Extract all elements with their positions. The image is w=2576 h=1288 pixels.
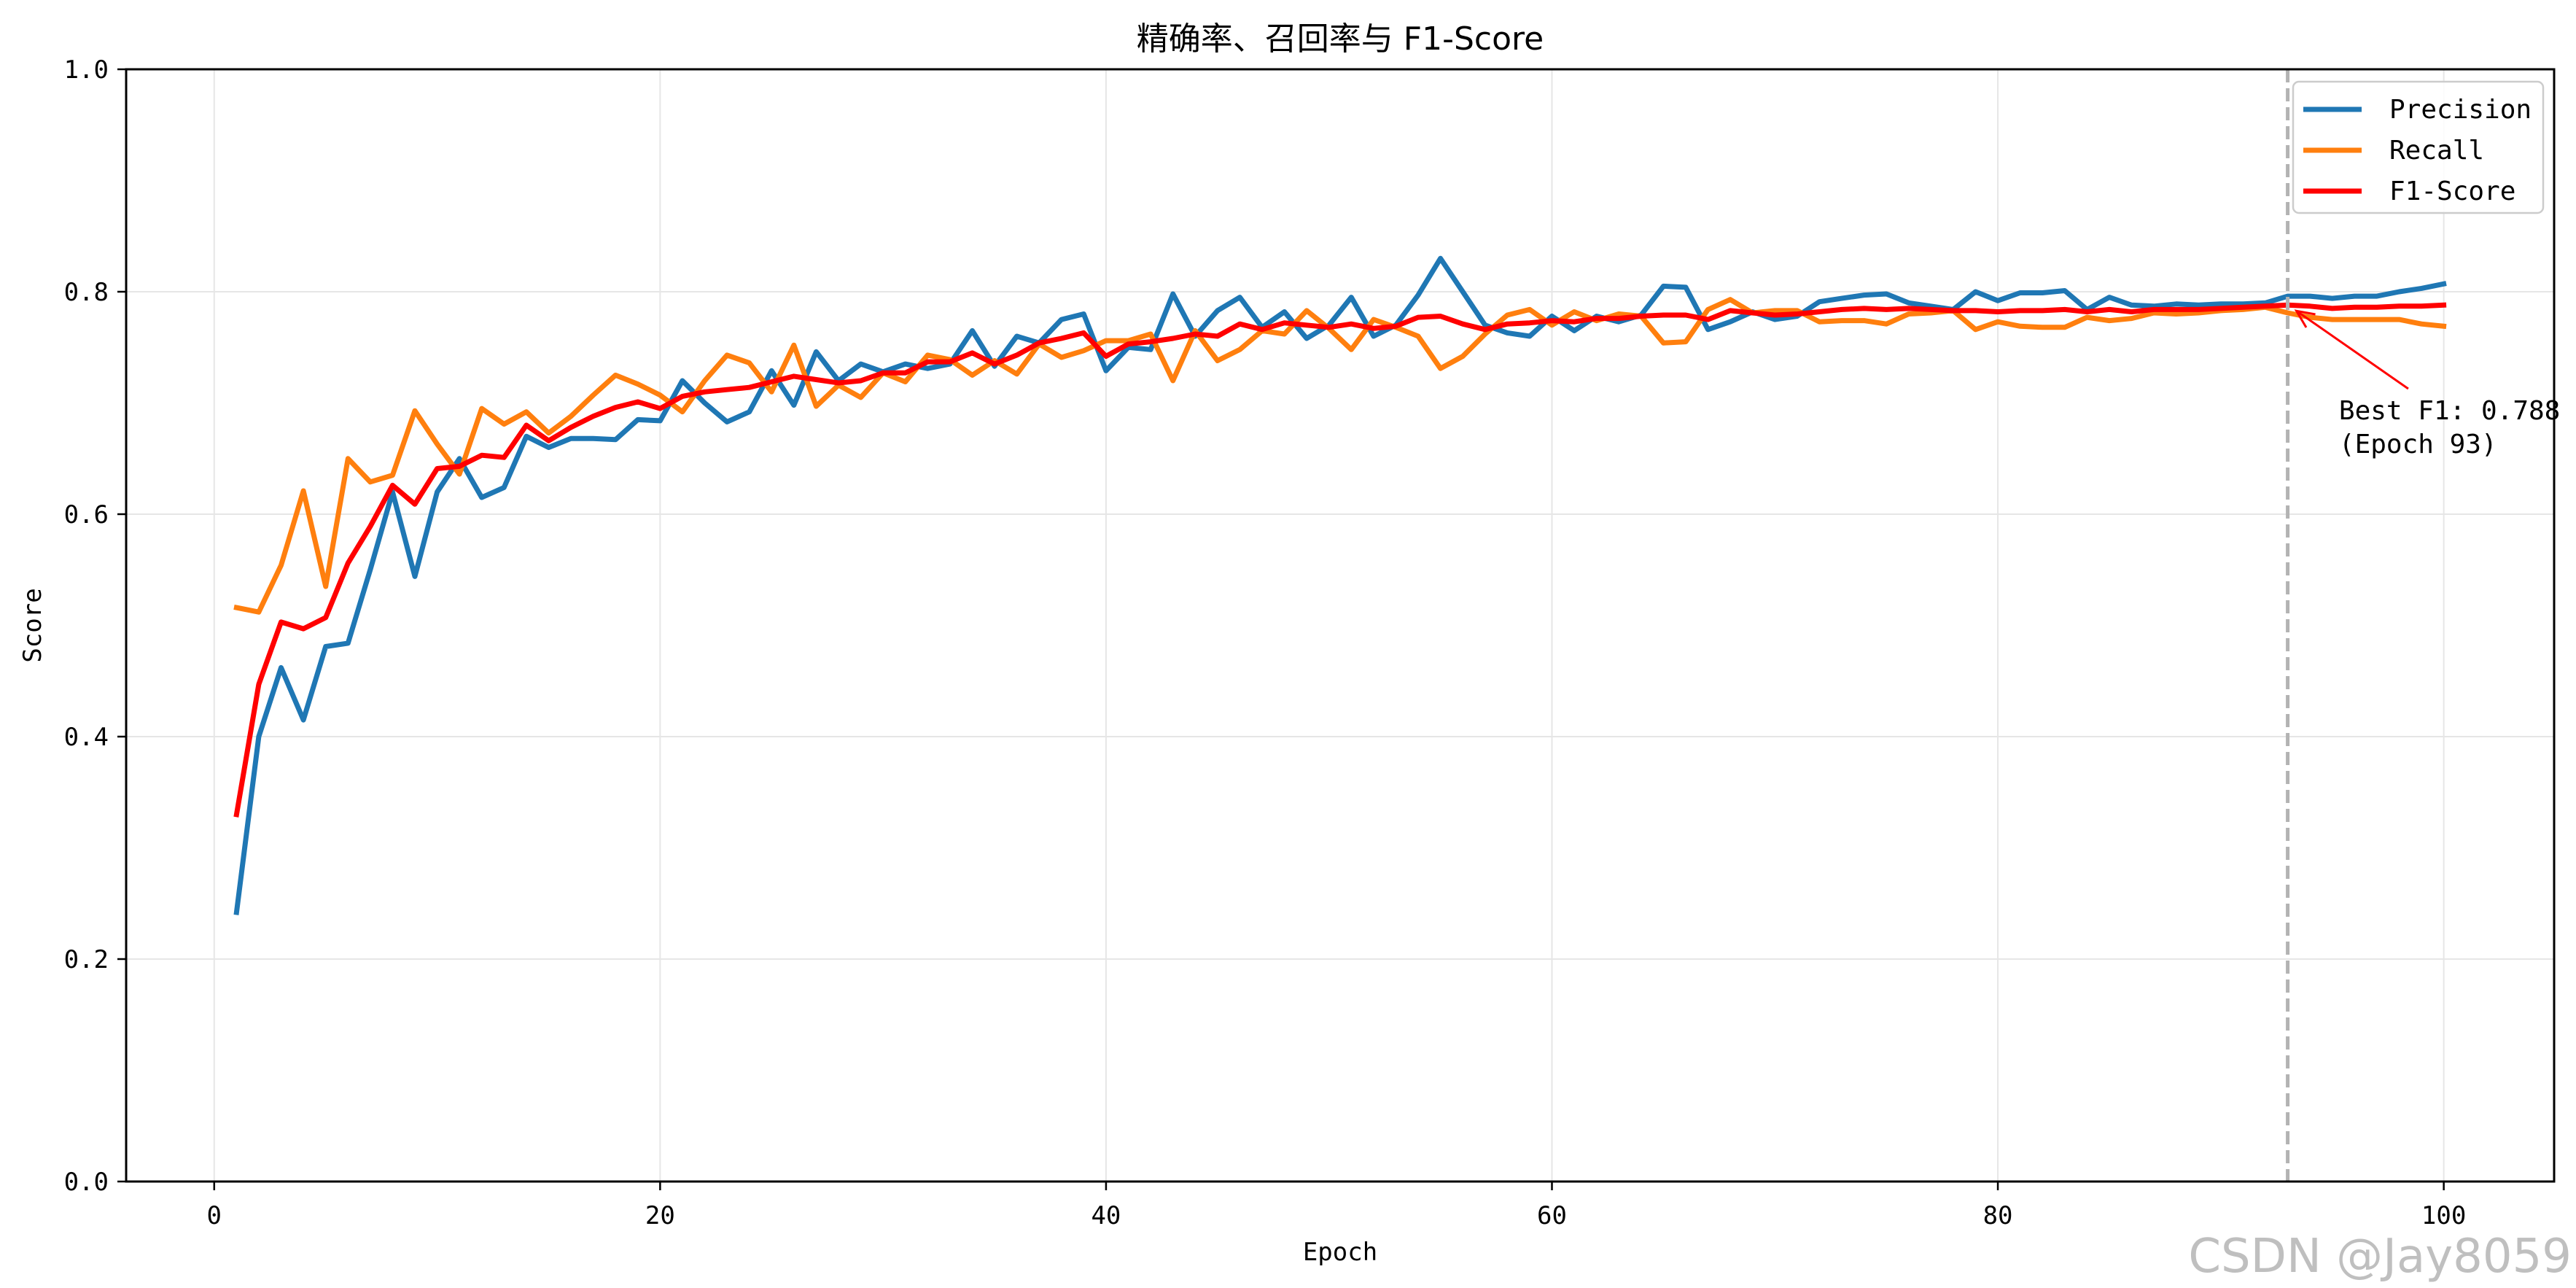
x-tick-label: 60 — [1537, 1201, 1567, 1230]
legend-box — [2292, 80, 2545, 214]
x-axis-label: Epoch — [1303, 1238, 1377, 1267]
series-layer — [233, 255, 2447, 915]
y-tick-label: 1.0 — [64, 55, 109, 85]
y-tick-label: 0.8 — [64, 278, 109, 307]
x-tick-label: 100 — [2421, 1201, 2466, 1230]
x-tick-label: 20 — [645, 1201, 675, 1230]
y-tick-label: 0.6 — [64, 500, 109, 529]
y-tick-label: 0.4 — [64, 723, 109, 752]
y-tick-label: 0.2 — [64, 945, 109, 974]
legend-label-f1-score: F1-Score — [2389, 176, 2515, 206]
watermark: CSDN @Jay8059 — [2188, 1230, 2572, 1284]
series-line-precision — [233, 255, 2447, 915]
annotation-layer: Best F1: 0.788 (Epoch 93) — [2294, 309, 2560, 459]
x-tick-label: 80 — [1983, 1201, 2013, 1230]
series-line-f1-score — [233, 302, 2447, 818]
y-axis-label: Score — [18, 588, 47, 662]
axis-ticks: 0 20 40 60 80 100 0.0 0.2 0.4 0.6 0.8 1.0 — [64, 55, 2467, 1230]
series-line-recall — [233, 297, 2447, 615]
best-f1-annotation-line1: Best F1: 0.788 — [2339, 396, 2560, 426]
legend: Precision Recall F1-Score — [2292, 80, 2545, 214]
best-f1-annotation-line2: (Epoch 93) — [2339, 430, 2497, 459]
chart-title: 精确率、召回率与 F1-Score — [1137, 20, 1544, 58]
plot-frame — [125, 68, 2556, 1183]
annotation-arrow-head — [2294, 309, 2316, 328]
annotation-arrow-shaft — [2295, 310, 2409, 390]
x-tick-label: 40 — [1091, 1201, 1121, 1230]
y-tick-label: 0.0 — [64, 1168, 109, 1197]
legend-label-precision: Precision — [2389, 95, 2532, 125]
legend-label-recall: Recall — [2389, 136, 2484, 166]
x-tick-label: 0 — [207, 1201, 222, 1230]
